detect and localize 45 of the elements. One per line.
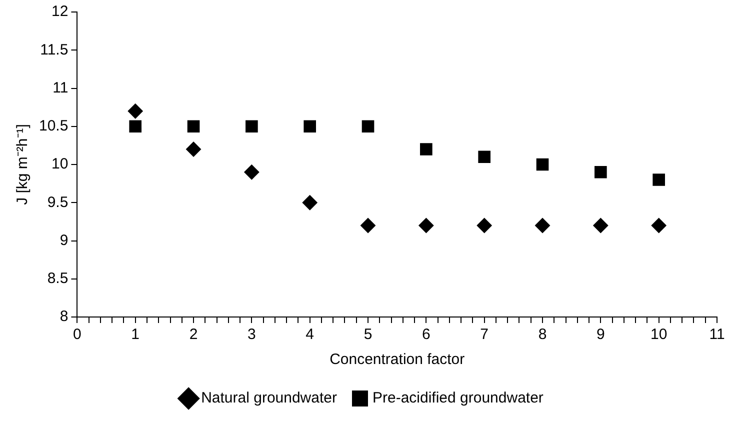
point [476,218,492,233]
point [593,218,608,233]
y-tick-label: 8.5 [47,270,68,288]
x-tick-label: 5 [364,326,372,344]
x-tick-label: 0 [73,326,82,344]
y-tick-label: 9 [60,232,68,249]
point [129,120,142,133]
x-tick-label: 3 [248,326,256,344]
legend-label: Pre-acidified groundwater [372,390,544,407]
y-tick-label: 11 [52,79,68,96]
x-tick-label: 9 [596,326,605,344]
point [651,218,666,233]
x-axis-title: Concentration factor [330,351,465,368]
y-tick-label: 10.5 [38,118,68,135]
point [418,218,434,233]
point [128,104,143,119]
point [187,120,200,133]
y-axis-title: J [kg m⁻²h⁻¹] [14,124,32,205]
x-tick-label: 1 [131,326,140,344]
x-tick-label: 8 [538,326,547,344]
point [594,166,607,178]
y-tick-label: 10 [52,156,68,173]
x-tick-label: 2 [189,326,198,344]
point [420,143,432,156]
y-tick-label: 8 [60,308,68,326]
point [304,120,316,133]
point [478,150,490,164]
x-tick-label: 7 [480,326,489,344]
point [360,218,376,233]
y-tick-label: 12 [52,3,68,20]
point [362,120,374,133]
point [536,158,549,171]
x-tick-label: 10 [650,326,668,344]
x-tick-label: 11 [709,326,725,344]
point [302,195,318,210]
point [246,120,258,133]
y-tick-label: 9.5 [47,194,68,211]
x-tick-label: 4 [306,326,314,344]
legend-label: Natural groundwater [201,390,338,407]
y-tick-label: 11.5 [40,41,68,58]
point [186,142,202,157]
point [244,164,260,180]
point [535,218,550,233]
x-tick-label: 6 [422,326,430,344]
point [652,174,665,186]
